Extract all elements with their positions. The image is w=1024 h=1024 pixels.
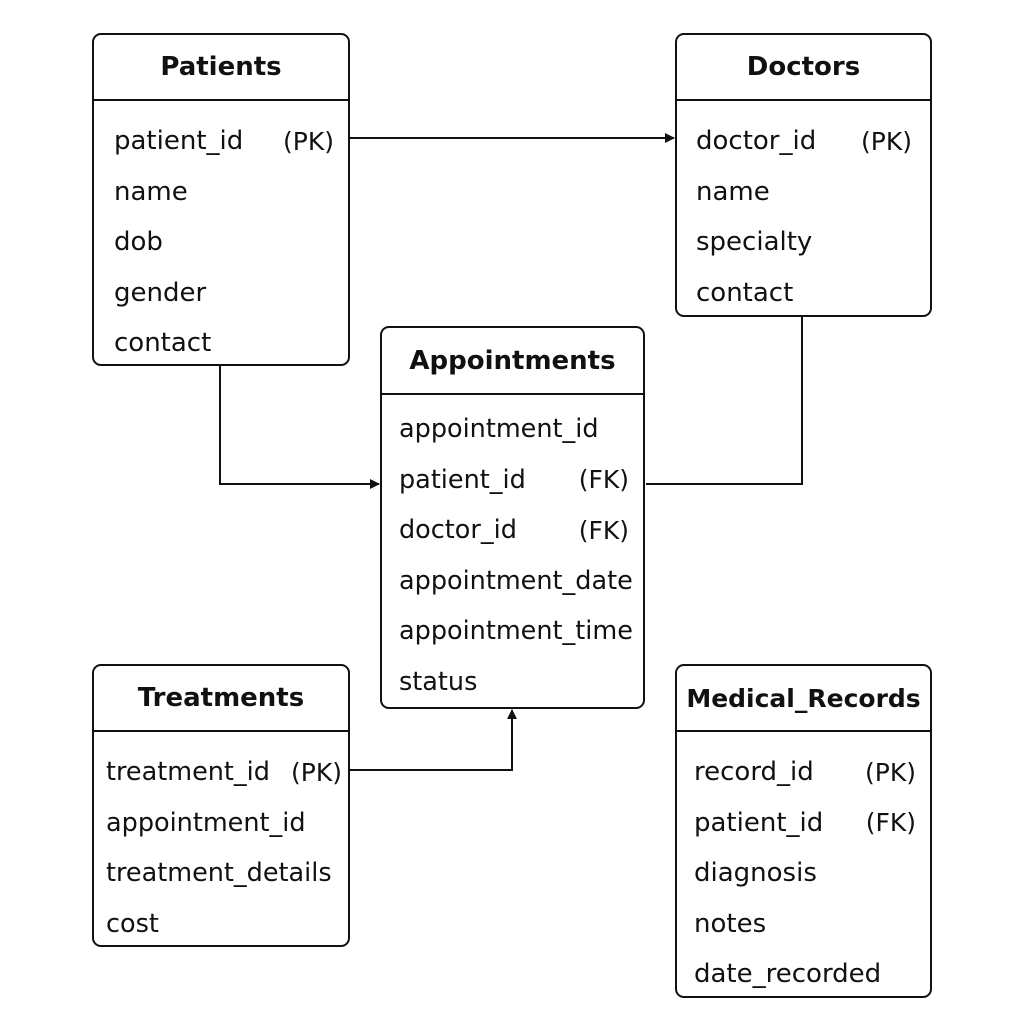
field-key-badge: (PK) <box>861 126 912 156</box>
field-name: dob <box>114 227 163 258</box>
field-name: patient_id <box>694 807 824 838</box>
field-key-badge: (PK) <box>865 757 916 787</box>
field-row: treatment_id (PK) <box>106 747 342 798</box>
field-name: name <box>696 176 770 207</box>
entity-title-appointments: Appointments <box>382 328 643 395</box>
field-row: patient_id (FK) <box>694 798 916 849</box>
field-row: doctor_id (FK) <box>399 505 629 556</box>
entity-fields-medical-records: record_id (PK) patient_id (FK) diagnosis note… <box>677 732 930 1000</box>
field-key-badge: (FK) <box>865 808 916 838</box>
field-name: treatment_id <box>106 757 270 788</box>
field-row: treatment_details <box>106 848 342 899</box>
entity-appointments: Appointments appointment_id patient_id (FK… <box>380 326 645 709</box>
field-name: contact <box>114 328 212 359</box>
entity-fields-treatments: treatment_id (PK) appointment_id treatment_… <box>94 732 348 949</box>
field-name: doctor_id <box>399 515 517 546</box>
field-row: notes <box>694 899 916 950</box>
field-row: patient_id (FK) <box>399 455 629 506</box>
field-row: cost <box>106 899 342 950</box>
field-row: patient_id (PK) <box>114 116 334 167</box>
field-row: specialty <box>696 217 912 268</box>
entity-fields-doctors: doctor_id (PK) name specialty contact <box>677 101 930 318</box>
field-row: appointment_id <box>399 404 629 455</box>
field-name: cost <box>106 908 159 939</box>
field-row: gender <box>114 268 334 319</box>
field-row: date_recorded <box>694 949 916 1000</box>
field-name: status <box>399 666 478 697</box>
field-name: name <box>114 176 188 207</box>
entity-patients: Patients patient_id (PK) name dob gender cont… <box>92 33 350 366</box>
field-name: contact <box>696 277 794 308</box>
field-row: status <box>399 657 629 708</box>
entity-fields-patients: patient_id (PK) name dob gender contact <box>94 101 348 369</box>
field-key-badge: (FK) <box>578 465 629 495</box>
entity-title-treatments: Treatments <box>94 666 348 732</box>
field-row: record_id (PK) <box>694 747 916 798</box>
field-name: doctor_id <box>696 126 817 157</box>
field-name: gender <box>114 277 207 308</box>
entity-title-medical-records: Medical_Records <box>677 666 930 732</box>
field-name: appointment_id <box>106 807 306 838</box>
field-name: patient_id <box>399 464 526 495</box>
field-key-badge: (PK) <box>291 757 342 787</box>
connector-treatments-to-appointments <box>350 709 517 771</box>
field-key-badge: (PK) <box>283 126 334 156</box>
field-row: contact <box>696 268 912 319</box>
field-row: name <box>114 167 334 218</box>
field-row: appointment_time <box>399 606 633 657</box>
field-row: appointment_date <box>399 556 633 607</box>
field-name: notes <box>694 908 767 939</box>
entity-fields-appointments: appointment_id patient_id (FK) doctor_id (FK… <box>382 395 643 707</box>
field-name: date_recorded <box>694 959 882 990</box>
connector-patients-to-appointments <box>219 366 380 489</box>
field-row: appointment_id <box>106 798 342 849</box>
field-row: contact <box>114 318 334 369</box>
field-name: appointment_time <box>399 616 633 647</box>
field-row: doctor_id (PK) <box>696 116 912 167</box>
field-row: diagnosis <box>694 848 916 899</box>
entity-medical-records: Medical_Records record_id (PK) patient_id (… <box>675 664 932 998</box>
entity-treatments: Treatments treatment_id (PK) appointment_i… <box>92 664 350 947</box>
field-name: specialty <box>696 227 813 258</box>
field-key-badge: (FK) <box>578 515 629 545</box>
field-name: record_id <box>694 757 814 788</box>
field-name: treatment_details <box>106 858 332 889</box>
entity-title-patients: Patients <box>94 35 348 101</box>
field-name: patient_id <box>114 126 244 157</box>
field-row: dob <box>114 217 334 268</box>
field-name: diagnosis <box>694 858 817 889</box>
connector-doctors-to-appointments <box>646 317 803 485</box>
entity-title-doctors: Doctors <box>677 35 930 101</box>
field-row: name <box>696 167 912 218</box>
entity-doctors: Doctors doctor_id (PK) name specialty contac… <box>675 33 932 317</box>
field-name: appointment_id <box>399 414 599 445</box>
field-name: appointment_date <box>399 565 633 596</box>
